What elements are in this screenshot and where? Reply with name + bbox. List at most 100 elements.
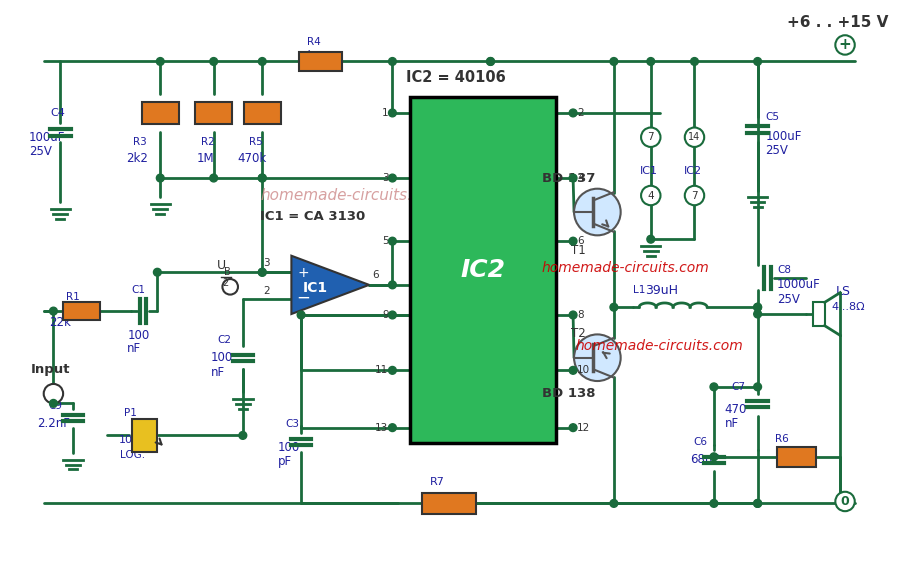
Text: 100uF: 100uF: [29, 131, 65, 144]
Circle shape: [754, 499, 761, 507]
Text: 0: 0: [841, 495, 850, 508]
Polygon shape: [291, 256, 369, 314]
Circle shape: [569, 109, 577, 117]
Text: 7: 7: [647, 132, 654, 142]
FancyBboxPatch shape: [813, 302, 824, 326]
Circle shape: [685, 127, 704, 147]
Circle shape: [157, 174, 164, 182]
Text: C6: C6: [693, 437, 708, 447]
Text: 13: 13: [376, 422, 388, 433]
Circle shape: [258, 268, 266, 276]
Circle shape: [835, 35, 854, 54]
Text: 8.2Ω: 8.2Ω: [786, 448, 816, 461]
Text: homemade-circuits.com: homemade-circuits.com: [542, 261, 710, 275]
Text: BD 137: BD 137: [542, 172, 595, 185]
Text: 25V: 25V: [29, 145, 52, 158]
Text: 3: 3: [382, 173, 388, 183]
Text: C5: C5: [766, 112, 779, 122]
Text: R6: R6: [775, 434, 789, 444]
Text: IC2: IC2: [683, 166, 701, 176]
Text: 39uH: 39uH: [645, 284, 678, 297]
Circle shape: [710, 499, 718, 507]
Text: C3: C3: [286, 419, 300, 429]
Circle shape: [258, 174, 266, 182]
Circle shape: [297, 311, 305, 319]
Text: nF: nF: [128, 342, 141, 356]
Circle shape: [154, 268, 161, 276]
Text: BD 138: BD 138: [542, 387, 595, 400]
Circle shape: [647, 235, 654, 243]
Circle shape: [388, 366, 396, 374]
Circle shape: [754, 499, 761, 507]
Text: 6: 6: [577, 236, 584, 246]
Circle shape: [258, 268, 266, 276]
Text: R1: R1: [66, 292, 80, 301]
Text: IC2 = 40106: IC2 = 40106: [406, 71, 506, 85]
Circle shape: [50, 399, 57, 407]
Text: C4: C4: [51, 108, 65, 118]
Circle shape: [50, 307, 57, 315]
Text: 1000uF: 1000uF: [777, 278, 821, 291]
Text: R7: R7: [430, 477, 445, 487]
Text: C2: C2: [217, 335, 232, 345]
Text: 470: 470: [725, 403, 747, 416]
Text: 10: 10: [577, 365, 590, 375]
Text: 5: 5: [382, 236, 388, 246]
Text: pF: pF: [278, 455, 292, 468]
Circle shape: [210, 174, 217, 182]
Text: C9: C9: [49, 401, 62, 411]
Text: nF: nF: [211, 366, 225, 379]
Circle shape: [487, 58, 494, 65]
Text: 4: 4: [647, 191, 654, 200]
FancyBboxPatch shape: [63, 302, 100, 320]
Circle shape: [487, 58, 494, 65]
Circle shape: [388, 281, 396, 289]
Text: IC1: IC1: [640, 166, 658, 176]
Text: 11: 11: [376, 365, 388, 375]
Text: 470k: 470k: [237, 152, 266, 165]
Text: R5: R5: [249, 137, 262, 147]
Circle shape: [754, 383, 761, 391]
Circle shape: [388, 58, 396, 65]
Text: Input: Input: [31, 363, 71, 376]
FancyBboxPatch shape: [777, 447, 816, 467]
Circle shape: [388, 424, 396, 431]
Text: 25V: 25V: [777, 293, 800, 306]
Circle shape: [569, 424, 577, 431]
Circle shape: [569, 237, 577, 245]
Text: 2k2: 2k2: [127, 152, 148, 165]
Text: C1: C1: [131, 285, 145, 295]
Text: 1: 1: [382, 108, 388, 118]
Text: 1M: 1M: [441, 492, 461, 505]
Circle shape: [754, 304, 761, 311]
Text: homemade-circuits.com: homemade-circuits.com: [261, 188, 445, 203]
Circle shape: [710, 383, 718, 391]
Circle shape: [569, 366, 577, 374]
Text: R3: R3: [133, 137, 147, 147]
Text: T1: T1: [571, 245, 586, 257]
Circle shape: [388, 109, 396, 117]
Circle shape: [610, 304, 618, 311]
Circle shape: [710, 453, 718, 461]
Circle shape: [43, 384, 63, 403]
Text: 12: 12: [577, 422, 590, 433]
Text: B: B: [224, 267, 231, 277]
Text: 2: 2: [577, 108, 584, 118]
FancyBboxPatch shape: [243, 102, 281, 123]
FancyBboxPatch shape: [195, 102, 233, 123]
Circle shape: [610, 58, 618, 65]
Text: 2k2: 2k2: [300, 50, 322, 63]
Text: 8: 8: [577, 310, 584, 320]
Text: 100: 100: [128, 329, 149, 342]
Circle shape: [691, 58, 699, 65]
Text: +: +: [297, 266, 309, 280]
Text: L1: L1: [634, 285, 645, 295]
Circle shape: [574, 188, 621, 235]
Text: U: U: [216, 259, 225, 272]
Text: 100uF: 100uF: [766, 130, 802, 142]
Text: IC2: IC2: [461, 258, 505, 282]
Circle shape: [569, 311, 577, 319]
Text: +: +: [839, 38, 852, 53]
FancyBboxPatch shape: [410, 98, 556, 443]
Text: 9: 9: [382, 310, 388, 320]
